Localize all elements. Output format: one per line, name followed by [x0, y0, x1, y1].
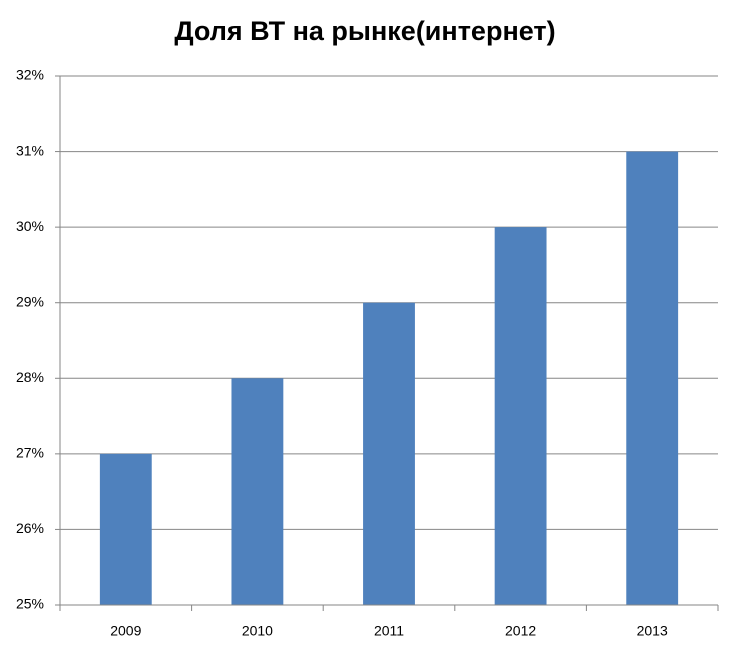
y-tick-label: 27%	[16, 445, 44, 461]
x-tick-label: 2010	[242, 623, 273, 639]
y-tick-label: 29%	[16, 293, 44, 309]
y-tick-label: 31%	[16, 142, 44, 158]
bar	[231, 378, 284, 605]
x-tick-label: 2009	[110, 623, 141, 639]
y-tick-label: 26%	[16, 520, 44, 536]
bar	[363, 302, 415, 605]
y-tick-label: 25%	[16, 596, 44, 612]
bar	[99, 453, 152, 605]
x-tick-label: 2011	[374, 623, 404, 639]
x-tick-label: 2013	[637, 623, 668, 639]
x-tick-label: 2012	[505, 623, 536, 639]
y-tick-label: 28%	[16, 369, 44, 385]
chart-title: Доля ВТ на рынке(интернет)	[174, 16, 555, 46]
bar	[494, 227, 547, 605]
y-tick-label: 30%	[16, 218, 44, 234]
bar	[626, 151, 679, 606]
y-tick-label: 32%	[16, 67, 44, 83]
